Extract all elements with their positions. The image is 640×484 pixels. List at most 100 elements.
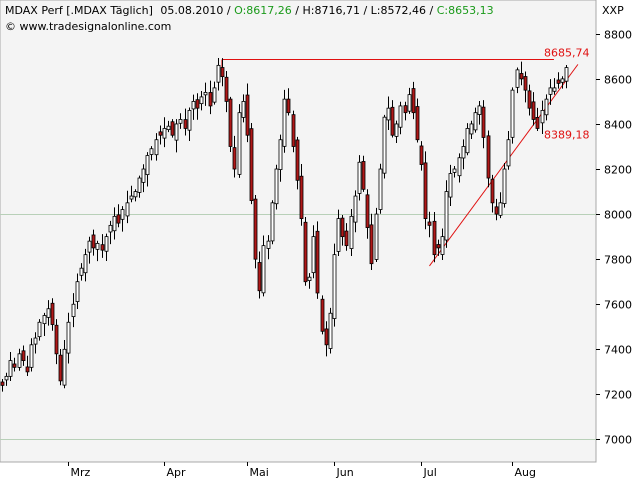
y-tick-label: 7600	[604, 299, 632, 312]
candle-body	[486, 135, 491, 179]
y-tick-label: 8600	[604, 74, 632, 87]
candle-body	[12, 363, 17, 368]
candle-body	[54, 324, 59, 355]
x-tick-label: Aug	[515, 466, 536, 479]
candle-body	[116, 214, 121, 224]
candle-body	[452, 168, 457, 173]
candle-body	[382, 116, 387, 174]
ohlc-separator: /	[295, 4, 302, 17]
candle-body	[133, 191, 138, 198]
candle-body	[423, 162, 428, 220]
candle-body	[544, 98, 549, 116]
candle-body	[158, 131, 163, 136]
candle-body	[299, 175, 304, 220]
candle-body	[216, 64, 221, 83]
candle-body	[535, 117, 540, 129]
candle-body	[510, 89, 515, 138]
resistance-value-label: 8685,74	[544, 47, 590, 60]
candle-body	[465, 128, 470, 154]
ohlc-separator: /	[363, 4, 370, 17]
candle-body	[506, 139, 511, 167]
high-value: H:8716,71	[302, 4, 359, 17]
candle-body	[83, 254, 88, 274]
candle-body	[42, 315, 47, 325]
candle-body	[100, 244, 105, 251]
candle-body	[448, 173, 453, 198]
candle-body	[523, 76, 528, 91]
candle-body	[548, 87, 553, 95]
candle-body	[58, 354, 63, 382]
candle-body	[154, 139, 159, 156]
candle-body	[33, 337, 38, 345]
candle-body	[311, 236, 316, 274]
candle-body	[365, 194, 370, 229]
candle-body	[125, 202, 130, 217]
candle-body	[21, 350, 26, 361]
candle-body	[469, 123, 474, 135]
candle-body	[403, 105, 408, 114]
candle-body	[307, 276, 312, 281]
ohlc-separator: /	[429, 4, 436, 17]
candle-body	[195, 99, 200, 109]
candle-body	[266, 240, 271, 249]
candle-body	[162, 128, 167, 139]
candle-body	[187, 110, 192, 131]
ohlc-separator: /	[227, 4, 234, 17]
candle-body	[502, 168, 507, 204]
y-tick-label: 8000	[604, 209, 632, 222]
axis-layer: 7000 7200 7400 7600 7800 8000 8200 8400 8600 8800…	[68, 29, 632, 479]
low-value: L:8572,46	[371, 4, 426, 17]
candle-body	[444, 191, 449, 241]
candle-body	[315, 230, 320, 294]
candle-body	[232, 147, 237, 170]
candle-body	[481, 106, 486, 138]
candle-body	[29, 344, 34, 368]
candle-body	[95, 242, 100, 250]
candle-body	[199, 96, 204, 105]
candle-body	[286, 98, 291, 114]
candle-body	[104, 236, 109, 252]
ticker-label: XXP	[602, 4, 624, 17]
y-tick-label: 8800	[604, 29, 632, 42]
candle-body	[261, 245, 266, 294]
plot-area	[0, 0, 597, 463]
candle-body	[340, 217, 345, 238]
candle-body	[8, 360, 13, 377]
candle-body	[328, 312, 333, 349]
candle-body	[183, 119, 188, 129]
candle-body	[145, 155, 150, 176]
candle-body	[540, 110, 545, 124]
candle-body	[249, 128, 254, 201]
candle-body	[357, 161, 362, 194]
candle-body	[220, 67, 225, 78]
x-tick-label: Apr	[167, 466, 187, 479]
candle-body	[473, 112, 478, 131]
y-tick-label: 8400	[604, 119, 632, 132]
candle-body	[129, 195, 134, 200]
candle-body	[25, 366, 30, 373]
y-tick-label: 7200	[604, 389, 632, 402]
candle-body	[564, 67, 569, 82]
candle-body	[253, 198, 258, 260]
candle-body	[344, 230, 349, 247]
candle-body	[0, 381, 5, 386]
candle-body	[278, 139, 283, 170]
candle-body	[415, 106, 420, 141]
candle-body	[556, 79, 561, 84]
trendline-layer: 8685,74 8389,18	[221, 47, 590, 267]
candle-body	[4, 375, 9, 381]
candle-body	[241, 101, 246, 118]
candle-body	[295, 139, 300, 181]
candle-body	[432, 220, 437, 256]
support-line	[429, 64, 579, 267]
candle-body	[320, 298, 325, 332]
candle-body	[291, 114, 296, 147]
candle-body	[477, 105, 482, 115]
candle-body	[386, 107, 391, 121]
candle-body	[166, 125, 171, 130]
y-tick-label: 7400	[604, 344, 632, 357]
candle-body	[369, 224, 374, 265]
candle-body	[112, 215, 117, 232]
